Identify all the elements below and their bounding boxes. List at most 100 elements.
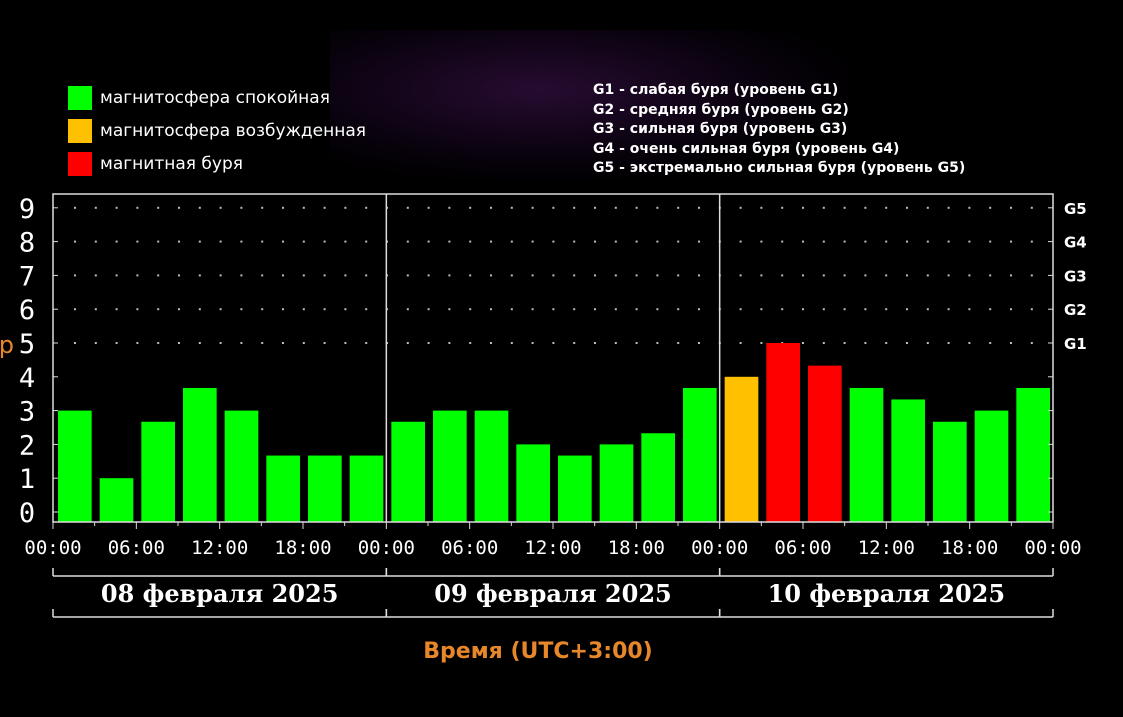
grid-dot bbox=[968, 240, 971, 243]
grid-dot bbox=[510, 240, 513, 243]
grid-dot bbox=[947, 308, 950, 311]
grid-dot bbox=[448, 342, 451, 344]
x-tick-label: 06:00 bbox=[774, 537, 831, 559]
grid-dot bbox=[198, 308, 201, 311]
grid-dot bbox=[614, 240, 617, 243]
kp-bar bbox=[849, 387, 884, 522]
x-tick-label: 18:00 bbox=[274, 537, 331, 559]
kp-bar bbox=[808, 365, 842, 522]
kp-bar bbox=[391, 421, 425, 522]
grid-dot bbox=[219, 308, 222, 311]
grid-dot bbox=[219, 206, 222, 209]
grid-dot bbox=[1030, 308, 1033, 311]
grid-dot bbox=[469, 342, 472, 344]
grid-dot bbox=[947, 274, 950, 277]
storm-level-legend: G1 - слабая буря (уровень G1) G2 - средн… bbox=[593, 81, 965, 179]
grid-dot bbox=[323, 308, 326, 311]
y-axis-label: Kp bbox=[0, 331, 14, 359]
grid-dot bbox=[490, 240, 492, 243]
kp-bar bbox=[474, 410, 509, 522]
kp-bar bbox=[516, 444, 550, 522]
grid-dot bbox=[552, 240, 555, 243]
x-tick-label: 18:00 bbox=[941, 537, 998, 559]
kp-bar bbox=[766, 343, 800, 522]
grid-dot bbox=[406, 274, 409, 277]
grid-dot bbox=[94, 274, 97, 277]
grid-dot bbox=[365, 206, 368, 209]
x-tick-label: 00:00 bbox=[358, 537, 415, 559]
grid-dot bbox=[760, 308, 763, 311]
grid-dot bbox=[906, 206, 908, 209]
grid-dot bbox=[739, 206, 742, 209]
grid-dot bbox=[365, 240, 368, 243]
grid-dot bbox=[531, 240, 534, 243]
grid-dot bbox=[573, 342, 576, 344]
grid-dot bbox=[1030, 206, 1033, 209]
grid-dot bbox=[926, 308, 929, 311]
grid-dot bbox=[739, 308, 742, 311]
grid-dot bbox=[822, 274, 825, 277]
x-tick-label: 12:00 bbox=[524, 537, 581, 559]
grid-dot bbox=[614, 342, 617, 344]
grid-dot bbox=[552, 274, 555, 277]
grid-dot bbox=[698, 342, 700, 344]
grid-dot bbox=[760, 206, 763, 209]
legend-storm: магнитная буря bbox=[68, 147, 366, 180]
grid-dot bbox=[136, 308, 139, 311]
grid-dot bbox=[594, 240, 596, 243]
grid-dot bbox=[864, 274, 867, 277]
grid-dot bbox=[1010, 274, 1012, 277]
grid-dot bbox=[968, 342, 971, 344]
grid-dot bbox=[739, 274, 742, 277]
grid-dot bbox=[282, 206, 284, 209]
grid-dot bbox=[344, 308, 347, 311]
grid-dot bbox=[594, 342, 596, 344]
grid-dot bbox=[698, 274, 700, 277]
grid-dot bbox=[510, 342, 513, 344]
day-label: 09 февраля 2025 bbox=[434, 579, 671, 608]
kp-bar bbox=[99, 478, 134, 522]
x-tick-label: 06:00 bbox=[441, 537, 498, 559]
grid-dot bbox=[1010, 206, 1012, 209]
x-tick-label: 00:00 bbox=[691, 537, 748, 559]
grid-dot bbox=[885, 240, 888, 243]
kp-bar bbox=[141, 421, 175, 522]
grid-dot bbox=[885, 342, 888, 344]
y-tick-label: 7 bbox=[19, 261, 35, 292]
grid-dot bbox=[594, 206, 596, 209]
grid-dot bbox=[448, 308, 451, 311]
grid-dot bbox=[490, 308, 492, 311]
grid-dot bbox=[282, 240, 284, 243]
grid-dot bbox=[344, 274, 347, 277]
y-tick-label: 3 bbox=[19, 397, 35, 428]
grid-dot bbox=[926, 206, 929, 209]
grid-dot bbox=[1030, 240, 1033, 243]
grid-dot bbox=[573, 274, 576, 277]
grid-dot bbox=[282, 342, 284, 344]
grid-dot bbox=[365, 308, 368, 311]
grid-dot bbox=[115, 274, 118, 277]
grid-dot bbox=[240, 206, 243, 209]
grid-dot bbox=[302, 308, 305, 311]
grid-dot bbox=[510, 308, 513, 311]
grid-dot bbox=[656, 206, 659, 209]
grid-dot bbox=[677, 206, 680, 209]
grid-dot bbox=[802, 206, 804, 209]
grid-dot bbox=[594, 274, 596, 277]
grid-dot bbox=[822, 206, 825, 209]
grid-dot bbox=[323, 274, 326, 277]
grid-dot bbox=[656, 342, 659, 344]
grid-dot bbox=[427, 308, 430, 311]
grid-dot bbox=[240, 274, 243, 277]
grid-dot bbox=[906, 240, 908, 243]
grid-dot bbox=[864, 240, 867, 243]
grid-dot bbox=[74, 206, 76, 209]
grid-dot bbox=[261, 274, 264, 277]
grid-dot bbox=[802, 308, 804, 311]
kp-bar bbox=[974, 410, 1009, 522]
grid-dot bbox=[968, 308, 971, 311]
grid-dot bbox=[989, 308, 992, 311]
legend-label: магнитосфера возбужденная bbox=[100, 120, 366, 141]
grid-dot bbox=[926, 342, 929, 344]
